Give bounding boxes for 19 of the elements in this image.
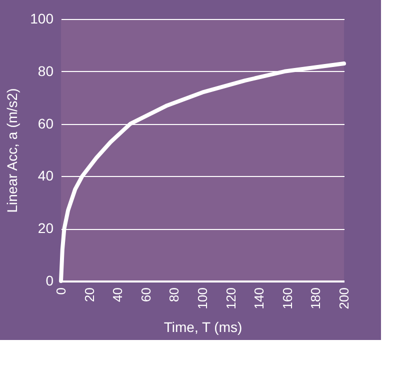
y-tick-label: 40	[38, 168, 54, 184]
y-tick-label: 60	[38, 115, 54, 132]
y-tick-label: 0	[46, 272, 54, 288]
x-tick-label: 20	[82, 288, 97, 302]
x-tick-label: 180	[308, 288, 324, 310]
x-tick-label: 80	[166, 288, 182, 302]
x-tick-label: 120	[223, 288, 238, 310]
x-tick-label: 40	[110, 288, 126, 302]
x-tick-label: 100	[195, 288, 210, 310]
x-tick-label: 140	[252, 288, 267, 310]
x-tick-label: 160	[280, 288, 295, 310]
y-axis-title: Linear Acc, a (m/s2)	[4, 88, 20, 213]
x-tick-label: 200	[336, 288, 352, 310]
y-tick-label: 100	[30, 10, 54, 26]
x-tick-label: 0	[54, 288, 68, 295]
y-tick-label: 80	[38, 62, 54, 79]
x-axis-title: Time, T (ms)	[164, 319, 242, 336]
x-tick-label: 60	[138, 288, 154, 302]
y-tick-label: 20	[38, 220, 54, 236]
